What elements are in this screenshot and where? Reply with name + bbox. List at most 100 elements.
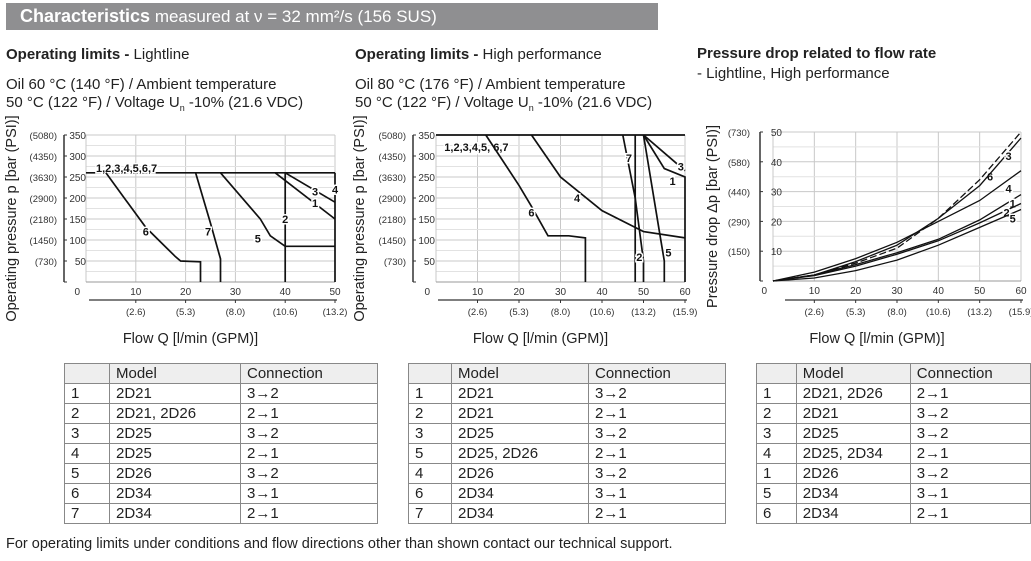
table-cell: 2→1 [588, 443, 726, 464]
table-cell: 3→2 [909, 423, 1031, 444]
series-line-1 [274, 172, 336, 220]
table-cell: 6 [756, 503, 797, 524]
series-line-7 [194, 172, 222, 282]
x-tick-label: 10 [472, 287, 484, 298]
y-tick-label: 250 [418, 173, 435, 184]
panel-title-high-performance: Operating limits - High performance [355, 46, 602, 63]
y-tick-label-psi: (730) [384, 257, 406, 268]
table-cell: 4 [64, 443, 110, 464]
table-cell: 3→2 [588, 463, 726, 484]
table-cell: 3→2 [909, 403, 1031, 424]
series-label: 2 [1003, 207, 1009, 219]
x-tick-label-gpm: (2.6) [126, 307, 146, 318]
x-tick-label-gpm: (13.2) [323, 307, 348, 318]
table-row: 3 2D25 3→2 [408, 423, 726, 444]
y-tick-label: 30 [771, 188, 783, 199]
x-tick-label: 30 [555, 287, 567, 298]
charts-canvas: 50(730)100(1450)150(2180)200(2900)250(36… [4, 115, 1031, 347]
table-cell: 2D34 [451, 503, 589, 524]
series-line-5 [219, 172, 335, 248]
y-tick-label: 150 [418, 215, 435, 226]
series-label: 2 [282, 214, 288, 226]
table-cell: 2D26 [109, 463, 241, 484]
table-cell: 4 [756, 443, 797, 464]
y-tick-label-psi: (5080) [379, 131, 406, 142]
x-tick-label: 50 [329, 287, 341, 298]
panel-condition-2: 50 °C (122 °F) / Voltage Un -10% (21.6 V… [6, 94, 304, 113]
table-row: 5 2D25, 2D26 2→1 [408, 443, 726, 464]
x-tick-label: 40 [933, 286, 945, 297]
table-row: 6 2D34 3→1 [64, 483, 378, 504]
x-tick-label-gpm: (5.3) [176, 307, 196, 318]
y-tick-label-psi: (290) [728, 217, 750, 228]
table-row: 7 2D34 2→1 [408, 503, 726, 524]
table-cell: 2D25, 2D26 [451, 443, 589, 464]
table-header: Model Connection [408, 363, 726, 384]
x-tick-label: 50 [974, 286, 986, 297]
series-label: 7 [205, 227, 211, 239]
table-cell: 2D25 [109, 443, 241, 464]
table-row: 2 2D21 2→1 [408, 403, 726, 424]
x-tick-label: 10 [130, 287, 142, 298]
x-tick-label-gpm: (13.2) [631, 307, 656, 318]
table-row: 4 2D25 2→1 [64, 443, 378, 464]
table-cell: 2D26 [795, 463, 911, 484]
series-label: 5 [1010, 213, 1016, 225]
footer-note: For operating limits under conditions an… [6, 536, 673, 552]
x-tick-label-gpm: (5.3) [846, 307, 866, 318]
table-cell: 4 [408, 463, 452, 484]
x-tick-label: 0 [424, 287, 430, 298]
panel-title-lightline: Operating limits - Lightline [6, 46, 190, 63]
table-row: 1 2D26 3→2 [756, 463, 1031, 484]
table-row: 2 2D21, 2D26 2→1 [64, 403, 378, 424]
header-cell [756, 363, 797, 384]
x-tick-label: 40 [280, 287, 292, 298]
x-tick-label-gpm: (10.6) [273, 307, 298, 318]
table-row: 4 2D25, 2D34 2→1 [756, 443, 1031, 464]
table-row: 1 2D21 3→2 [408, 383, 726, 404]
series-label: 1 [312, 198, 318, 210]
y-tick-label-psi: (5080) [30, 131, 57, 142]
table-row: 6 2D34 3→1 [408, 483, 726, 504]
series-line-3 [642, 134, 686, 172]
y-tick-label: 150 [69, 215, 86, 226]
section-subtitle: measured at ν = 32 mm²/s (156 SUS) [154, 7, 437, 26]
table-cell: 2→1 [240, 443, 378, 464]
table-cell: 3→1 [588, 483, 726, 504]
series-label: 4 [574, 193, 581, 205]
series-line-3 [284, 172, 336, 203]
table-cell: 3→1 [909, 483, 1031, 504]
table-cell: 2D21 [451, 403, 589, 424]
panel-title-pressure-drop: Pressure drop related to flow rate [697, 45, 937, 62]
table-row: 2 2D21 3→2 [756, 403, 1031, 424]
x-tick-label: 20 [180, 287, 192, 298]
table-row: 7 2D34 2→1 [64, 503, 378, 524]
table-cell: 7 [408, 503, 452, 524]
series-label: 1 [1010, 199, 1016, 211]
table-cell: 2 [64, 403, 110, 424]
x-axis-label: Flow Q [l/min (GPM)] [809, 331, 944, 347]
section-title: Characteristics [20, 6, 151, 26]
table-cell: 3→2 [588, 423, 726, 444]
table-cell: 2D21, 2D26 [109, 403, 241, 424]
x-tick-label-gpm: (13.2) [967, 307, 992, 318]
series-label: 6 [528, 208, 534, 220]
y-tick-label: 100 [418, 236, 435, 247]
y-tick-label-psi: (150) [728, 247, 750, 258]
x-tick-label-gpm: (8.0) [226, 307, 246, 318]
y-tick-label-psi: (1450) [379, 236, 406, 247]
table-cell: 1 [64, 383, 110, 404]
series-label: 1 [669, 176, 675, 188]
series-line-6 [105, 172, 202, 282]
table-cell: 2 [408, 403, 452, 424]
table-cell: 3→2 [588, 383, 726, 404]
table-cell: 3→2 [240, 423, 378, 444]
y-tick-label: 10 [771, 247, 783, 258]
table-cell: 3 [756, 423, 797, 444]
table-cell: 2D25 [451, 423, 589, 444]
series-label: 1,2,3,4,5,6,7 [96, 163, 157, 175]
y-tick-label: 350 [69, 131, 86, 142]
series-label: 2 [636, 252, 642, 264]
header-cell [408, 363, 452, 384]
series-label: 3 [1006, 151, 1012, 163]
